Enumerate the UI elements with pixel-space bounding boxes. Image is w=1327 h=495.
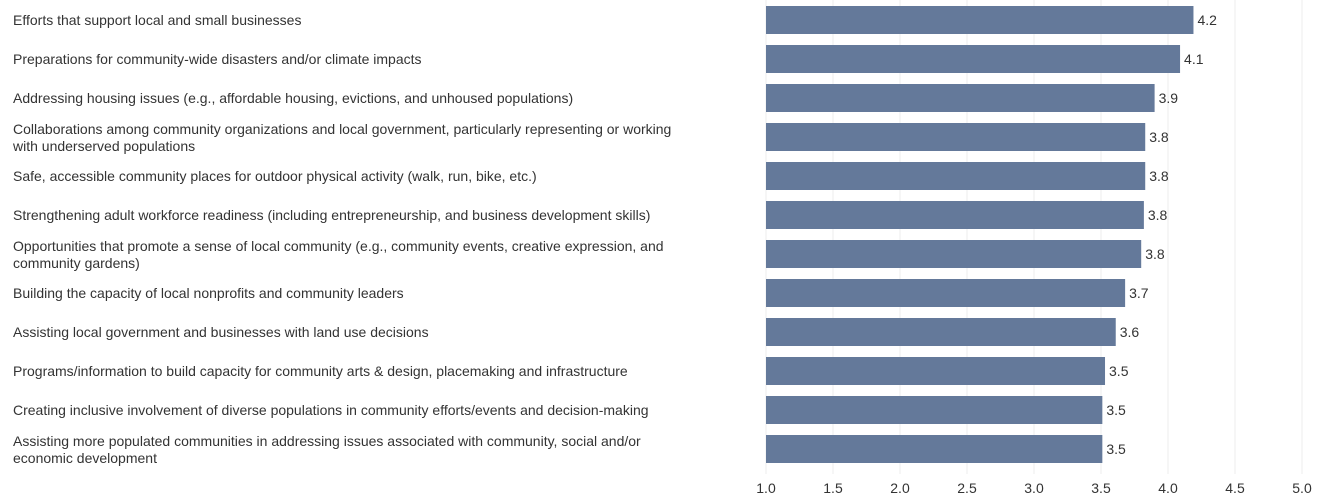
bar — [766, 162, 1146, 190]
x-tick-label: 4.5 — [1225, 480, 1245, 495]
category-label: Efforts that support local and small bus… — [13, 12, 301, 28]
bar — [766, 318, 1116, 346]
category-label: Assisting local government and businesse… — [13, 324, 429, 340]
x-tick-label: 2.0 — [890, 480, 910, 495]
category-label-line: community gardens) — [13, 255, 140, 271]
bar — [766, 45, 1181, 73]
bar — [766, 6, 1194, 34]
gridlines — [765, 0, 1303, 474]
value-label: 4.1 — [1184, 51, 1204, 67]
category-label: Assisting more populated communities in … — [13, 433, 641, 466]
x-tick-label: 4.0 — [1158, 480, 1178, 495]
bar — [766, 84, 1155, 112]
bar — [766, 279, 1126, 307]
x-tick-label: 3.0 — [1024, 480, 1044, 495]
category-label: Preparations for community-wide disaster… — [13, 51, 422, 67]
bar — [766, 396, 1103, 424]
bar — [766, 435, 1103, 463]
category-label: Programs/information to build capacity f… — [13, 363, 628, 379]
value-label: 3.5 — [1109, 363, 1129, 379]
bar — [766, 357, 1106, 385]
value-label: 3.8 — [1145, 246, 1165, 262]
x-tick-label: 1.5 — [823, 480, 843, 495]
category-labels: Efforts that support local and small bus… — [12, 12, 671, 466]
category-label-line: Opportunities that promote a sense of lo… — [13, 238, 664, 254]
category-label: Creating inclusive involvement of divers… — [13, 402, 649, 418]
category-label-line: Building the capacity of local nonprofit… — [13, 285, 404, 301]
x-tick-label: 2.5 — [957, 480, 977, 495]
category-label: Addressing housing issues (e.g., afforda… — [13, 90, 573, 106]
value-label: 3.6 — [1120, 324, 1140, 340]
x-axis-ticks: 1.0 1.5 2.0 2.5 3.0 3.5 4.0 4.5 5.0 — [756, 480, 1312, 495]
value-label: 3.5 — [1106, 402, 1126, 418]
category-label-line: Programs/information to build capacity f… — [13, 363, 628, 379]
category-label-line: Safe, accessible community places for ou… — [13, 168, 537, 184]
category-label-line: Assisting local government and businesse… — [13, 324, 429, 340]
category-label: Strengthening adult workforce readiness … — [13, 207, 650, 223]
bars — [766, 6, 1194, 463]
category-label-line: Collaborations among community organizat… — [13, 121, 671, 137]
x-tick-label: 5.0 — [1292, 480, 1312, 495]
value-label: 3.9 — [1159, 90, 1179, 106]
category-label: Safe, accessible community places for ou… — [13, 168, 537, 184]
category-label: Building the capacity of local nonprofit… — [13, 285, 404, 301]
value-labels: 4.2 4.1 3.9 3.8 3.8 3.8 3.8 3.7 3.6 3.5 3.5 3.5 — [1106, 12, 1217, 457]
bar — [766, 201, 1144, 229]
value-label: 3.8 — [1149, 168, 1169, 184]
category-label-line: Strengthening adult workforce readiness … — [13, 207, 650, 223]
value-label: 3.5 — [1106, 441, 1126, 457]
value-label: 3.8 — [1149, 129, 1169, 145]
x-tick-label: 3.5 — [1091, 480, 1111, 495]
category-label-line: Assisting more populated communities in … — [13, 433, 641, 449]
category-label: Opportunities that promote a sense of lo… — [13, 238, 664, 271]
value-label: 3.7 — [1129, 285, 1149, 301]
bar — [766, 240, 1142, 268]
value-label: 4.2 — [1197, 12, 1217, 28]
category-label: Collaborations among community organizat… — [12, 121, 671, 154]
bar — [766, 123, 1146, 151]
value-label: 3.8 — [1148, 207, 1168, 223]
category-label-line: Creating inclusive involvement of divers… — [13, 402, 649, 418]
category-label-line: Efforts that support local and small bus… — [13, 12, 301, 28]
category-label-line: Preparations for community-wide disaster… — [13, 51, 422, 67]
category-label-line: with underserved populations — [12, 138, 195, 154]
category-label-line: Addressing housing issues (e.g., afforda… — [13, 90, 573, 106]
category-label-line: economic development — [13, 450, 157, 466]
x-tick-label: 1.0 — [756, 480, 776, 495]
